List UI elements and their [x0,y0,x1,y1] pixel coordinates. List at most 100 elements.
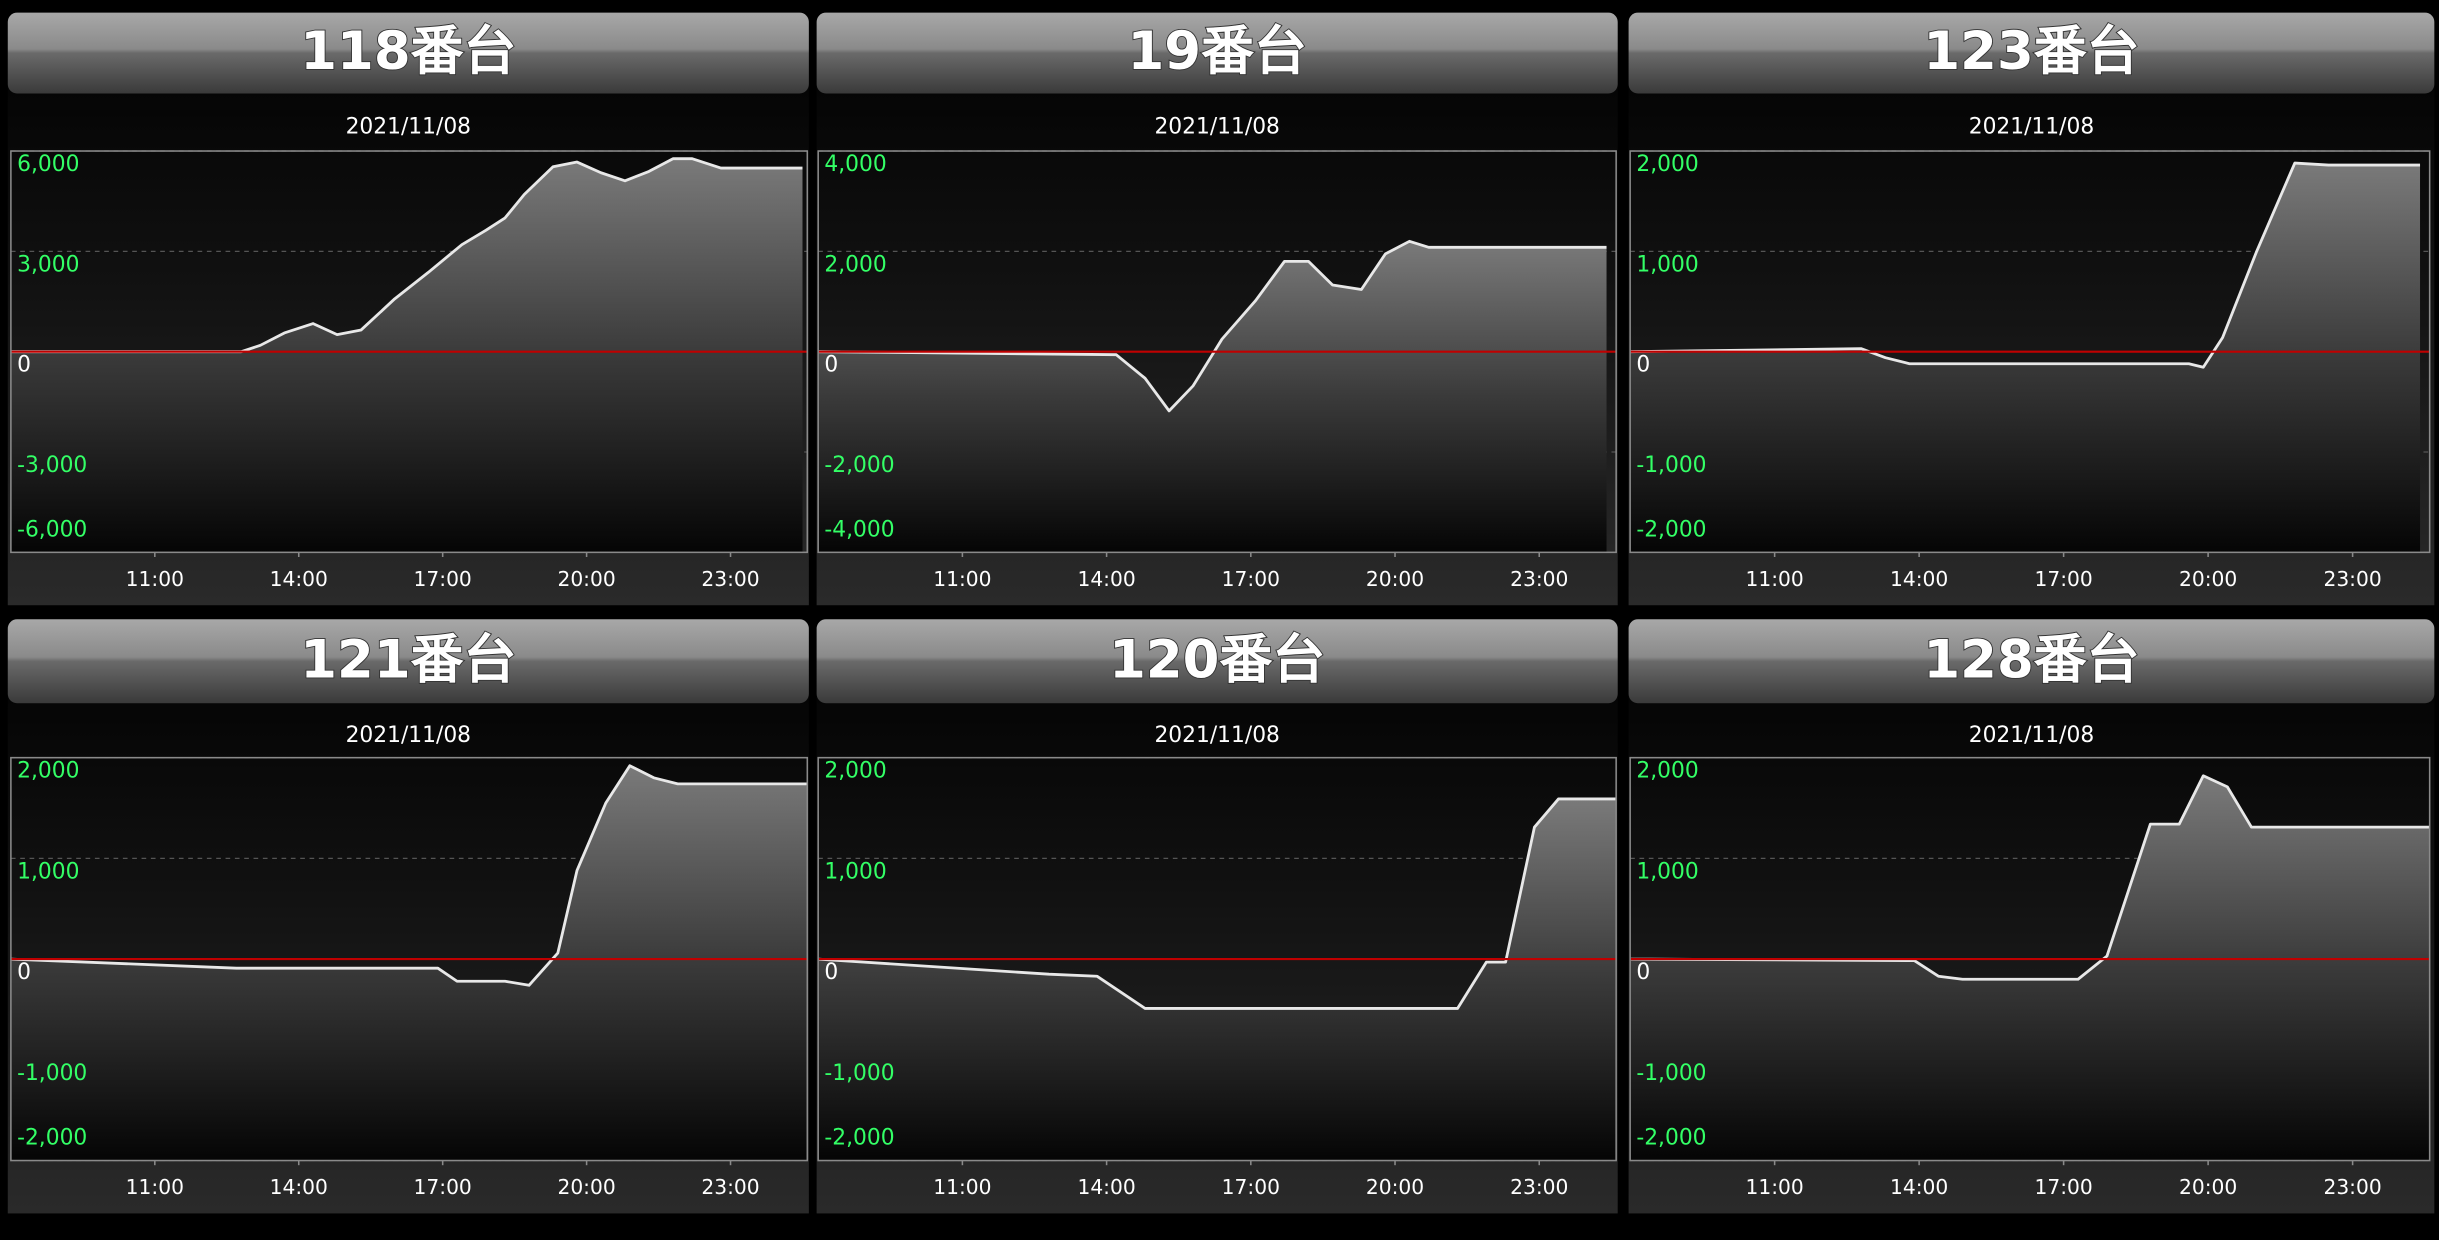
y-tick-label: 6,000 [17,152,79,177]
chart-title: 19番台 [1127,21,1306,82]
area [1630,163,2421,553]
x-tick-label: 23:00 [2323,567,2381,591]
chart-subtitle: 2021/11/08 [1969,723,2094,748]
chart-title: 120番台 [1109,629,1325,690]
line [1630,774,2430,981]
chart-panel: 19番台 2021/11/08 4,000 2,000 0 -2,000 -4,000 11:… [816,12,1618,606]
chart-panel: 123番台 2021/11/08 2,000 1,000 0 -1,000 -2,000 11… [1628,12,2435,606]
y-tick-label: 1,000 [1636,859,1698,884]
y-tick-label: 0 [1636,353,1650,378]
y-tick-label: 2,000 [17,759,79,784]
plot-frame [10,150,809,554]
x-tick-label: 23:00 [2323,1175,2381,1199]
chart-subtitle: 2021/11/08 [346,115,471,140]
y-tick-label: -1,000 [1636,453,1706,478]
chart-subtitle: 2021/11/08 [1154,115,1279,140]
line [818,239,1607,413]
x-tick-label: 14:00 [270,1175,328,1199]
area [10,158,803,553]
y-tick-label: 0 [17,960,31,985]
title-bar [1628,619,2435,704]
x-tick-label: 11:00 [1745,1175,1803,1199]
y-tick-label: -4,000 [824,518,894,543]
x-tick-label: 17:00 [414,567,472,591]
y-tick-label: 2,000 [1636,152,1698,177]
area [818,241,1607,553]
y-tick-label: 0 [824,960,838,985]
area [10,765,808,1161]
y-tick-label: -2,000 [17,1126,87,1151]
chart-title: 128番台 [1923,629,2139,690]
chart-panel: 121番台 2021/11/08 2,000 1,000 0 -1,000 -2,000 11… [7,619,809,1214]
chart-title: 121番台 [300,629,516,690]
y-tick-label: 0 [824,353,838,378]
y-tick-label: -3,000 [17,453,87,478]
y-tick-label: 2,000 [1636,759,1698,784]
title-bar [816,619,1618,704]
plot-frame [1629,756,2431,1162]
plot-frame [1629,150,2431,554]
chart-panel: 118番台 2021/11/08 6,000 3,000 0 -3,000 -6,000 11… [7,12,809,606]
y-tick-label: 3,000 [17,252,79,277]
x-tick-label: 20:00 [557,1175,615,1199]
title-bar [7,619,809,704]
x-tick-label: 20:00 [1366,567,1424,591]
x-tick-label: 14:00 [270,567,328,591]
x-tick-label: 23:00 [701,1175,759,1199]
title-bar [1628,12,2435,94]
x-tick-label: 20:00 [2179,1175,2237,1199]
x-tick-label: 11:00 [1745,567,1803,591]
chart-subtitle: 2021/11/08 [1154,723,1279,748]
line [1630,161,2421,369]
y-tick-label: 1,000 [824,859,886,884]
x-tick-label: 17:00 [414,1175,472,1199]
y-tick-label: 0 [17,353,31,378]
x-tick-label: 20:00 [1366,1175,1424,1199]
y-tick-label: 4,000 [824,152,886,177]
x-tick-label: 17:00 [2034,1175,2092,1199]
title-bar [816,12,1618,94]
chart-panel: 120番台 2021/11/08 2,000 1,000 0 -1,000 -2,000 11… [816,619,1618,1214]
y-tick-label: -1,000 [17,1061,87,1086]
x-tick-label: 11:00 [126,567,184,591]
line [10,157,803,354]
x-tick-label: 11:00 [933,567,991,591]
chart-subtitle: 2021/11/08 [346,723,471,748]
y-tick-label: -1,000 [1636,1061,1706,1086]
x-tick-label: 23:00 [1510,1175,1568,1199]
x-tick-label: 11:00 [126,1175,184,1199]
line [10,764,808,987]
plot-frame [817,150,1617,554]
x-tick-label: 14:00 [1890,1175,1948,1199]
area [1630,775,2430,1161]
y-tick-label: -2,000 [1636,518,1706,543]
chart-title: 123番台 [1923,21,2139,82]
x-tick-label: 17:00 [1222,1175,1280,1199]
chart-panel: 128番台 2021/11/08 2,000 1,000 0 -1,000 -2,000 11… [1628,619,2435,1214]
x-tick-label: 17:00 [1222,567,1280,591]
y-tick-label: 1,000 [1636,252,1698,277]
x-tick-label: 23:00 [1510,567,1568,591]
chart-title: 118番台 [300,21,516,82]
y-tick-label: -6,000 [17,518,87,543]
y-tick-label: 2,000 [824,252,886,277]
x-tick-label: 14:00 [1077,1175,1135,1199]
y-tick-label: 2,000 [824,759,886,784]
x-tick-label: 20:00 [557,567,615,591]
y-tick-label: 1,000 [17,859,79,884]
title-bar [7,12,809,94]
y-tick-label: -1,000 [824,1061,894,1086]
x-tick-label: 11:00 [933,1175,991,1199]
plot-frame [10,756,809,1162]
y-tick-label: 0 [1636,960,1650,985]
plot-frame [817,756,1617,1162]
x-tick-label: 20:00 [2179,567,2237,591]
y-tick-label: -2,000 [1636,1126,1706,1151]
x-tick-label: 23:00 [701,567,759,591]
y-tick-label: -2,000 [824,1126,894,1151]
x-tick-label: 17:00 [2034,567,2092,591]
area [818,798,1617,1161]
y-tick-label: -2,000 [824,453,894,478]
